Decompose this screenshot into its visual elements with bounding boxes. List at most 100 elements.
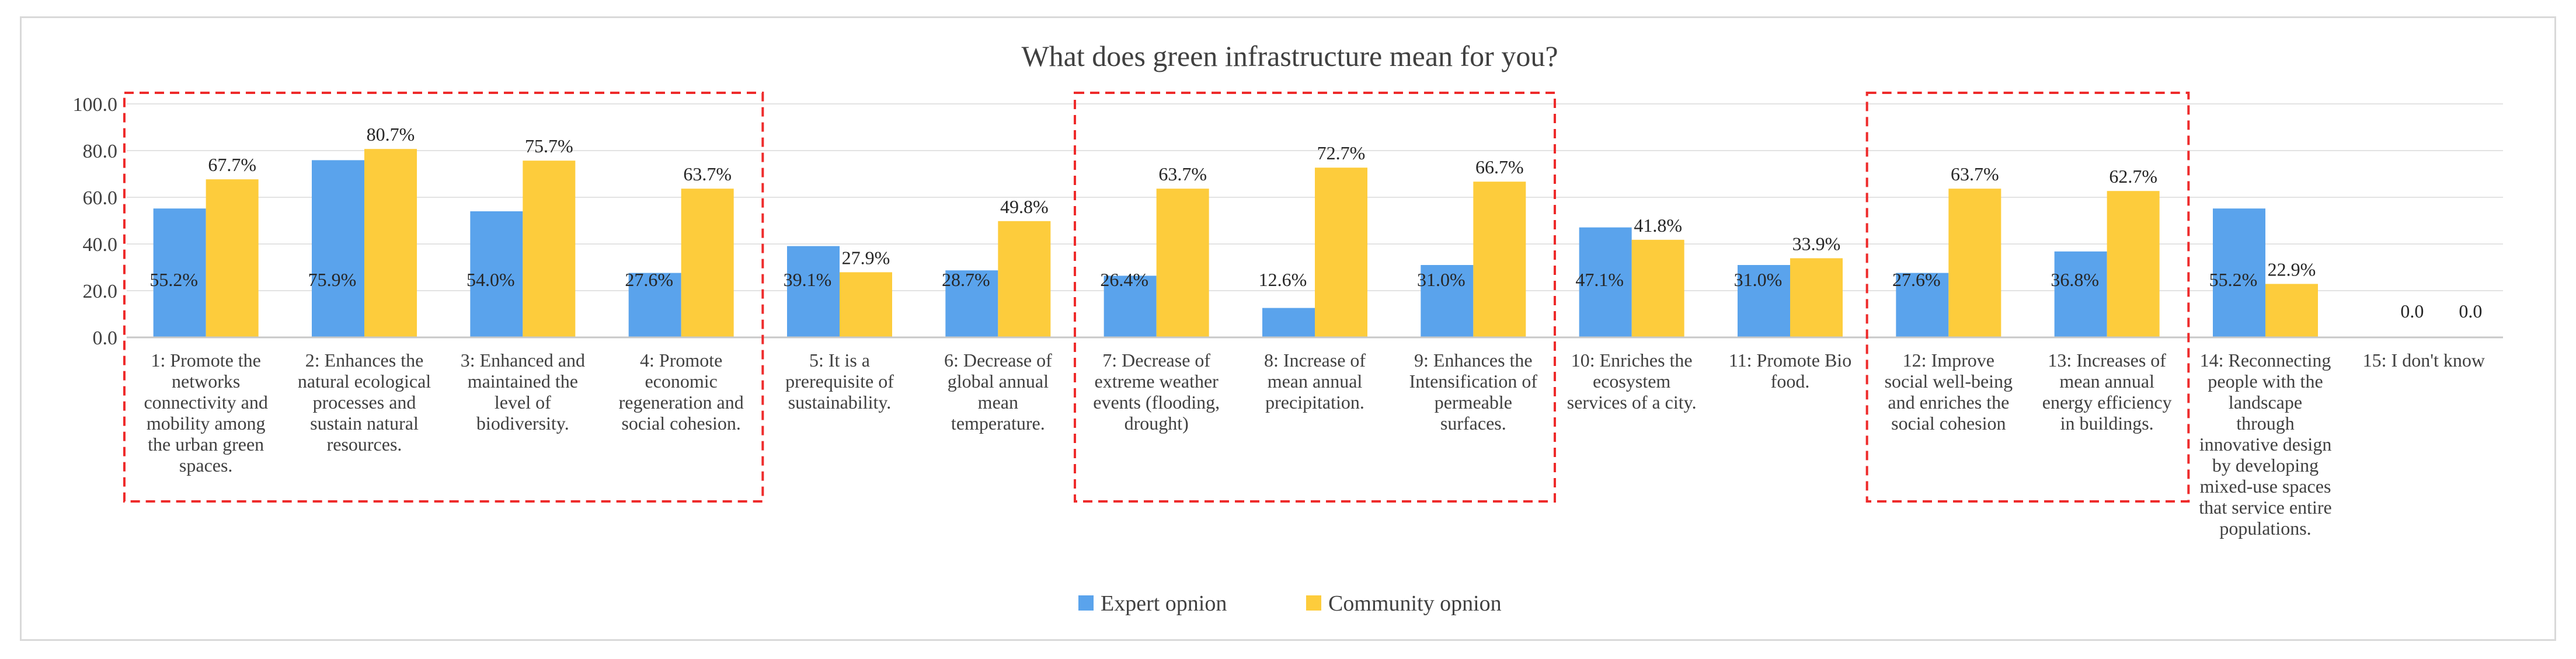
bar-chart: What does green infrastructure mean for … [73,40,2503,616]
category-label-line: drought) [1125,413,1189,434]
category-label-line: 10: Enriches the [1571,350,1693,371]
data-label: 27.9% [842,247,890,268]
data-label: 75.7% [525,135,573,156]
y-tick-label: 20.0 [83,281,118,302]
bar-expert [2213,208,2265,337]
bar-expert [1738,265,1790,337]
category-label-line: mobility among [147,413,266,434]
chart-container: What does green infrastructure mean for … [20,16,2556,641]
y-tick-label: 40.0 [83,234,118,256]
category-label-line: innovative design [2199,434,2332,455]
category-label: 13: Increases of mean annual energy effici… [2042,350,2172,434]
bar-community [364,149,417,337]
data-label: 54.0% [467,269,515,290]
category-label-line: regeneration and [619,392,744,413]
legend-label: Community opnion [1328,591,1502,616]
bar-expert [2054,251,2107,337]
bar-community [681,189,734,337]
bar-expert [628,273,681,337]
data-labels: 55.2% 75.9% 54.0% 27.6% 39.1% 28.7% 26.4% 12.6%… [149,124,2482,322]
bar-community [1473,182,1526,337]
highlight-box [1865,92,2190,503]
bar-expert [312,160,364,337]
category-label-line: landscape [2229,392,2302,413]
bar-expert [1896,273,1949,337]
category-label-line: mean annual [2059,371,2154,392]
data-label: 26.4% [1100,269,1148,290]
bar-community [523,161,576,337]
category-label-line: events (flooding, [1093,392,1220,413]
category-label-line: 7: Decrease of [1102,350,1210,371]
bar-expert [153,208,206,337]
bar-community [998,221,1051,337]
bar-expert [1262,308,1315,337]
data-label: 55.2% [2209,269,2258,290]
bar-community [1156,189,1209,337]
category-label-line: 3: Enhanced and [461,350,585,371]
bar-community [206,179,259,337]
category-label: 8: Increase of mean annual precipitation. [1264,350,1366,413]
category-label: 4: Promote economic regeneration and social… [619,350,744,434]
bar-community [2107,191,2160,337]
category-label-line: and enriches the [1888,392,2009,413]
data-label: 12.6% [1259,269,1307,290]
y-tick-label: 60.0 [83,187,118,209]
bar-expert [1579,227,1632,337]
category-label-line: Intensification of [1409,371,1538,392]
data-label: 28.7% [942,269,990,290]
data-label: 47.1% [1575,269,1624,290]
bar-expert [470,211,523,337]
bar-community [840,272,892,337]
data-label: 27.6% [625,269,673,290]
legend-swatch [1306,595,1321,611]
data-label: 62.7% [2109,166,2157,187]
category-label-line: economic [645,371,717,392]
bar-community [2265,284,2318,337]
data-label: 39.1% [784,269,832,290]
data-label: 63.7% [683,163,732,184]
data-label: 36.8% [2051,269,2099,290]
category-label: 12: Improve social well-being and enriches… [1885,350,2013,434]
category-label-line: populations. [2219,518,2311,539]
category-label-line: 8: Increase of [1264,350,1366,371]
data-label: 49.8% [1000,196,1049,217]
y-tick-label: 80.0 [83,141,118,162]
bar-expert [945,270,998,337]
category-label-line: services of a city. [1567,392,1697,413]
category-label-line: social cohesion. [621,413,740,434]
category-label-line: networks [172,371,240,392]
category-label-line: in buildings. [2060,413,2154,434]
highlight-box [1074,92,1556,503]
bar-community [1790,258,1843,337]
data-label: 27.6% [1892,269,1941,290]
category-label-line: biodiversity. [476,413,569,434]
category-label-line: social well-being [1885,371,2013,392]
category-label: 14: Reconnecting people with the landscape… [2199,350,2331,539]
category-label-line: 12: Improve [1903,350,1994,371]
category-label: 10: Enriches the ecosystem services of a c… [1567,350,1697,413]
category-label-line: 11: Promote Bio [1729,350,1851,371]
category-label-line: maintained the [468,371,578,392]
category-label-line: social cohesion [1891,413,2006,434]
category-label-line: resources. [327,434,402,455]
category-label: 1: Promote the networks connectivity and mo… [144,350,267,476]
category-label-line: global annual [948,371,1049,392]
data-label: 63.7% [1158,163,1207,184]
highlight-boxes [123,92,2190,503]
bar-community [1315,168,1367,337]
category-labels: 1: Promote the networks connectivity and mo… [144,350,2485,539]
category-label-line: spaces. [179,455,233,476]
data-label: 0.0 [2459,301,2482,322]
category-label-line: mean annual [1268,371,1363,392]
category-label-line: the urban green [148,434,264,455]
data-label: 31.0% [1734,269,1783,290]
y-tick-label: 100.0 [73,94,118,116]
category-label-line: 2: Enhances the [305,350,424,371]
category-label: 11: Promote Bio food. [1729,350,1851,392]
bar-expert [1103,276,1157,337]
category-label-line: permeable [1435,392,1512,413]
bar-community [1948,189,2001,337]
category-label-line: food. [1771,371,1810,392]
category-label-line: extreme weather [1095,371,1219,392]
y-axis-ticks: 0.0 20.0 40.0 60.0 80.0 100.0 [73,94,118,349]
